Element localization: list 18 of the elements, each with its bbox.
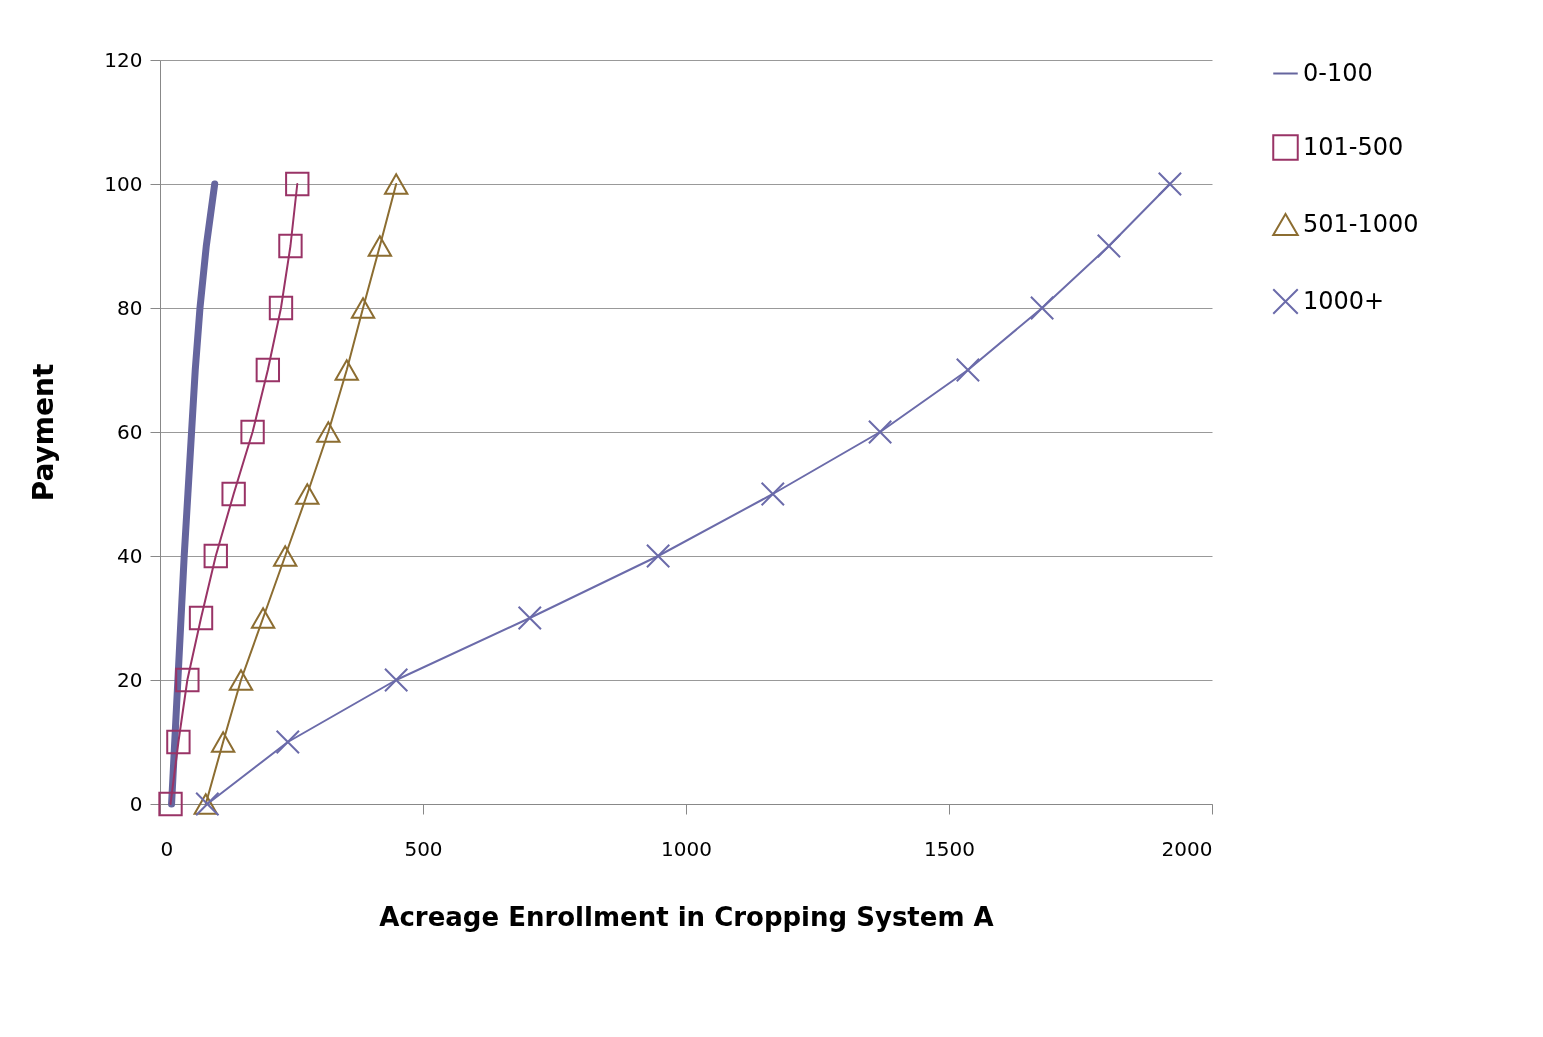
y-tick-label: 120 — [104, 47, 143, 72]
x-tick-label: 2000 — [1161, 836, 1213, 861]
y-tick-label: 100 — [104, 171, 143, 196]
x-tick-label: 1500 — [924, 836, 975, 861]
y-tick-label: 40 — [117, 543, 143, 568]
y-tick-label: 60 — [117, 419, 143, 444]
legend-label: 101-500 — [1303, 132, 1404, 161]
y-tick-label: 20 — [117, 667, 143, 692]
x-tick-label: 0 — [160, 836, 174, 861]
y-axis-title: Payment — [27, 363, 61, 502]
y-tick-label: 0 — [129, 791, 143, 816]
x-tick-label: 500 — [404, 836, 443, 861]
x-axis-title: Acreage Enrollment in Cropping System A — [379, 901, 994, 932]
y-tick-label: 80 — [117, 295, 143, 320]
legend-label: 501-1000 — [1303, 209, 1419, 238]
x-tick-label: 1000 — [661, 836, 712, 861]
legend-label: 1000+ — [1303, 286, 1385, 315]
legend-label: 0-100 — [1303, 58, 1373, 87]
